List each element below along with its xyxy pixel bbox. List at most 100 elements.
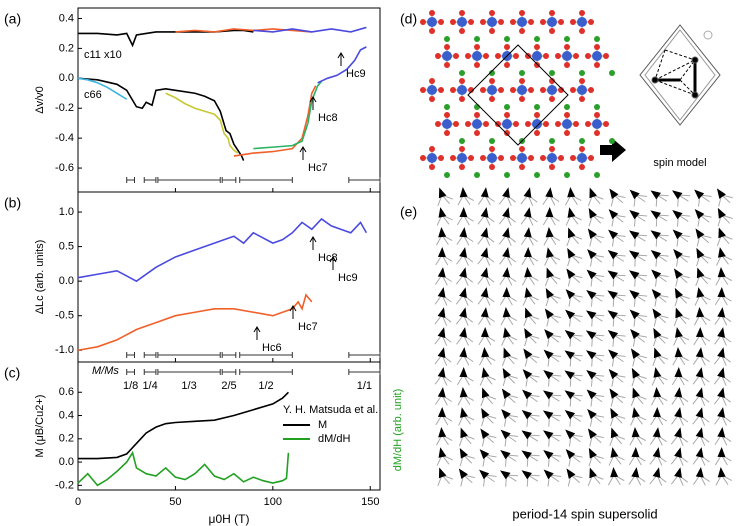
y-tick-label: -0.2 <box>55 479 74 491</box>
atom <box>510 19 516 25</box>
spin-head <box>696 347 705 358</box>
spin-head <box>481 286 491 297</box>
spin-head <box>459 347 468 358</box>
annotation-arrow <box>290 306 296 319</box>
legend-label: dM/dH <box>318 433 350 445</box>
panel-label: (b) <box>4 195 21 211</box>
atom <box>495 121 501 127</box>
spin-head <box>521 326 533 339</box>
atom <box>489 28 495 34</box>
plateau-bracket <box>158 352 220 358</box>
atom <box>498 155 504 161</box>
spin-head <box>562 427 575 440</box>
spin-head <box>695 307 704 318</box>
atom <box>450 19 456 25</box>
spin-head <box>562 367 575 379</box>
atom <box>517 85 527 95</box>
spin-head <box>544 246 554 257</box>
y-tick-label: 0.2 <box>59 433 74 445</box>
plateau-bracket <box>349 177 380 183</box>
spin-head <box>652 387 661 398</box>
atom <box>480 19 486 25</box>
spin-head <box>437 227 446 238</box>
spin-head <box>438 387 447 398</box>
spin-head <box>717 366 727 378</box>
atom <box>562 119 572 129</box>
atom <box>489 138 495 144</box>
atom <box>504 36 510 42</box>
plateau-bracket <box>127 177 135 183</box>
spin-head <box>584 307 597 319</box>
spin-head <box>696 406 706 418</box>
y-tick-label: -0.2 <box>55 102 74 114</box>
spin-head <box>476 467 489 480</box>
atom <box>442 119 452 129</box>
annotation: Hc8 <box>318 252 338 264</box>
crystal <box>420 10 615 178</box>
annotation-arrow <box>310 237 316 250</box>
spin-head <box>674 426 684 438</box>
spin-head <box>459 246 469 257</box>
atom <box>534 112 540 118</box>
atom <box>427 17 437 27</box>
x-tick-label: 50 <box>169 496 181 508</box>
atom <box>465 121 471 127</box>
atom <box>453 53 459 59</box>
atom <box>534 36 540 42</box>
spin-head <box>717 287 725 297</box>
spin-head <box>717 406 727 417</box>
spin-head <box>584 267 597 280</box>
x-tick-label: 100 <box>264 496 282 508</box>
atom <box>534 130 540 136</box>
spin-head <box>498 427 511 440</box>
spin-head <box>438 366 448 377</box>
atom <box>459 96 465 102</box>
atom <box>502 119 512 129</box>
spin-head <box>627 227 640 239</box>
legend-label: M <box>318 419 327 431</box>
spin-model <box>640 25 720 125</box>
atom <box>457 153 467 163</box>
spin-head <box>519 447 532 459</box>
spin-head <box>717 467 726 478</box>
atom <box>487 85 497 95</box>
atom <box>429 96 435 102</box>
spin-head <box>562 327 575 339</box>
atom <box>577 85 587 95</box>
atom <box>429 78 435 84</box>
spin-head <box>696 426 706 438</box>
atom <box>603 121 609 127</box>
spin-head <box>714 206 726 219</box>
atom <box>525 53 531 59</box>
spin-head <box>674 367 682 377</box>
spin-head <box>480 347 489 358</box>
atom <box>594 172 600 178</box>
atom <box>570 19 576 25</box>
y2-axis-label: dM/dH (arb. unit) <box>392 389 404 472</box>
spin-head <box>650 326 662 339</box>
spin-head <box>502 206 512 218</box>
atom <box>585 53 591 59</box>
annotation: Hc9 <box>346 68 366 80</box>
atom <box>504 112 510 118</box>
plateau-label: 1/8 <box>123 380 138 392</box>
x-axis-label: μ0H (T) <box>209 512 250 526</box>
plateau-bracket <box>222 177 236 183</box>
atom <box>549 164 555 170</box>
y-axis-label: Δv/v0 <box>34 86 46 114</box>
spin-head <box>459 227 468 238</box>
atom <box>585 121 591 127</box>
legend-title: Y. H. Matsuda et al. <box>283 404 378 416</box>
annotation: Hc8 <box>318 112 338 124</box>
atom <box>528 87 534 93</box>
plateau-bracket <box>158 369 220 375</box>
spin-head <box>437 427 446 438</box>
atom <box>429 28 435 34</box>
atom <box>444 44 450 50</box>
spin-head <box>519 387 532 400</box>
atom <box>519 70 525 76</box>
spin-head <box>566 187 575 198</box>
spin-head <box>717 267 726 278</box>
spin-head <box>522 286 532 297</box>
atom <box>504 44 510 50</box>
